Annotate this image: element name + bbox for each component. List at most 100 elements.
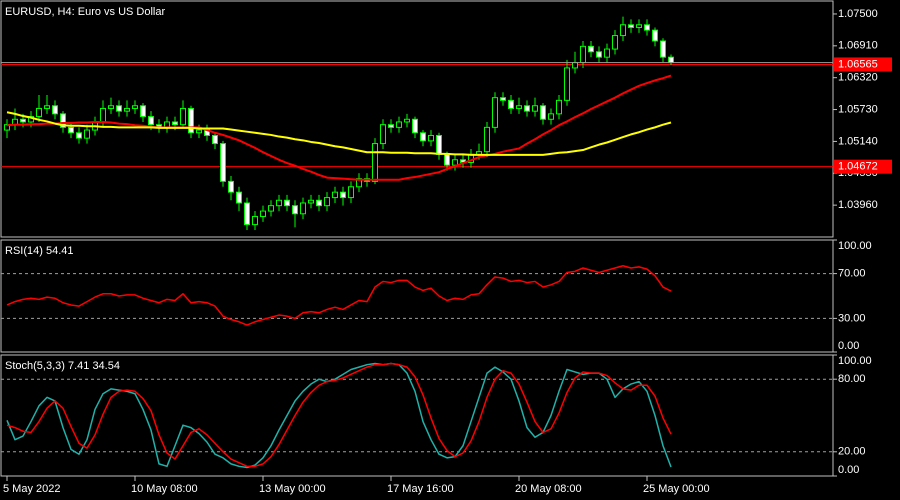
candle-body: [188, 107, 194, 134]
candle-body: [564, 67, 570, 101]
candle-body: [340, 191, 346, 199]
candle-body: [300, 202, 306, 215]
y-tick-label: 0.00: [838, 340, 859, 352]
candle-body: [228, 180, 234, 193]
price-level-label: 1.06565: [838, 58, 878, 70]
candle-body: [572, 62, 578, 69]
y-tick-label: 1.06910: [838, 40, 878, 52]
y-tick-label: 1.05140: [838, 135, 878, 147]
indicator-line: [6, 362, 672, 468]
candle-body: [180, 107, 186, 126]
candle-body: [484, 126, 490, 153]
candle-body: [540, 105, 546, 120]
candle-body: [196, 129, 202, 134]
candle-body: [636, 24, 642, 28]
x-tick-label: 25 May 00:00: [643, 483, 710, 495]
candle-body: [412, 118, 418, 134]
candle-body: [220, 143, 226, 182]
x-tick-label: 10 May 08:00: [131, 483, 198, 495]
candle-body: [116, 105, 122, 112]
candle-body: [332, 191, 338, 199]
candle-body: [612, 35, 618, 50]
candle-body: [652, 29, 658, 42]
pane-frame: [0, 354, 834, 477]
candle-body: [428, 134, 434, 142]
candle-body: [132, 105, 138, 109]
candle-body: [284, 199, 290, 207]
indicator-line: [6, 265, 672, 326]
candle-body: [508, 99, 514, 109]
candle-body: [68, 126, 74, 134]
candle-body: [108, 105, 114, 109]
candle-body: [668, 56, 674, 64]
candle-body: [44, 105, 50, 109]
candle-body: [452, 159, 458, 166]
candle-body: [492, 97, 498, 128]
y-tick-label: 1.06320: [838, 72, 878, 84]
candle-body: [36, 107, 42, 118]
candle-body: [308, 199, 314, 204]
candle-body: [420, 132, 426, 142]
pane-frame: [0, 0, 834, 238]
candle-body: [84, 129, 90, 139]
candle-body: [532, 105, 538, 112]
indicator-line: [6, 111, 672, 156]
indicator-line: [6, 362, 672, 469]
candle-body: [100, 107, 106, 123]
candle-body: [148, 116, 154, 126]
candle-body: [292, 205, 298, 215]
x-tick-label: 17 May 16:00: [387, 483, 454, 495]
candle-body: [604, 48, 610, 58]
pane-title: Stoch(5,3,3) 7.41 34.54: [5, 360, 120, 372]
candle-body: [316, 199, 322, 207]
indicator-line: [6, 74, 672, 181]
x-tick-label: 13 May 00:00: [259, 483, 326, 495]
candle-body: [380, 124, 386, 145]
y-tick-label: 0.00: [838, 464, 859, 476]
candle-body: [260, 210, 266, 217]
price-level-tag: [834, 159, 892, 174]
candle-body: [372, 143, 378, 182]
pane-title: RSI(14) 54.41: [5, 245, 73, 257]
candle-body: [404, 118, 410, 123]
candle-body: [124, 107, 130, 112]
candle-body: [20, 118, 26, 123]
y-tick-label: 1.03960: [838, 199, 878, 211]
candle-body: [60, 113, 66, 128]
candle-body: [356, 178, 362, 188]
x-tick-label: 20 May 08:00: [515, 483, 582, 495]
y-tick-label: 1.05730: [838, 103, 878, 115]
candle-body: [588, 45, 594, 53]
candle-body: [236, 191, 242, 204]
pane-title: EURUSD, H4: Euro vs US Dollar: [5, 6, 165, 18]
y-tick-label: 30.00: [838, 312, 866, 324]
pane-frame: [0, 239, 834, 353]
candle-body: [76, 132, 82, 139]
candle-body: [548, 113, 554, 120]
y-tick-label: 100.00: [838, 240, 872, 252]
price-level-tag: [834, 57, 892, 72]
candle-body: [276, 199, 282, 207]
x-tick-label: 5 May 2022: [3, 483, 60, 495]
candle-body: [252, 215, 258, 226]
candle-body: [212, 134, 218, 145]
y-tick-label: 20.00: [838, 446, 866, 458]
candle-body: [628, 24, 634, 28]
candle-body: [556, 99, 562, 115]
candle-body: [596, 51, 602, 58]
y-tick-label: 80.00: [838, 373, 866, 385]
candle-body: [524, 105, 530, 112]
candle-body: [52, 105, 58, 115]
candle-body: [244, 202, 250, 226]
candle-body: [396, 121, 402, 128]
candle-body: [580, 45, 586, 64]
candle-body: [516, 105, 522, 109]
candle-body: [436, 134, 442, 155]
candle-body: [268, 205, 274, 212]
candle-body: [324, 197, 330, 207]
candle-body: [388, 124, 394, 128]
candle-body: [660, 40, 666, 58]
